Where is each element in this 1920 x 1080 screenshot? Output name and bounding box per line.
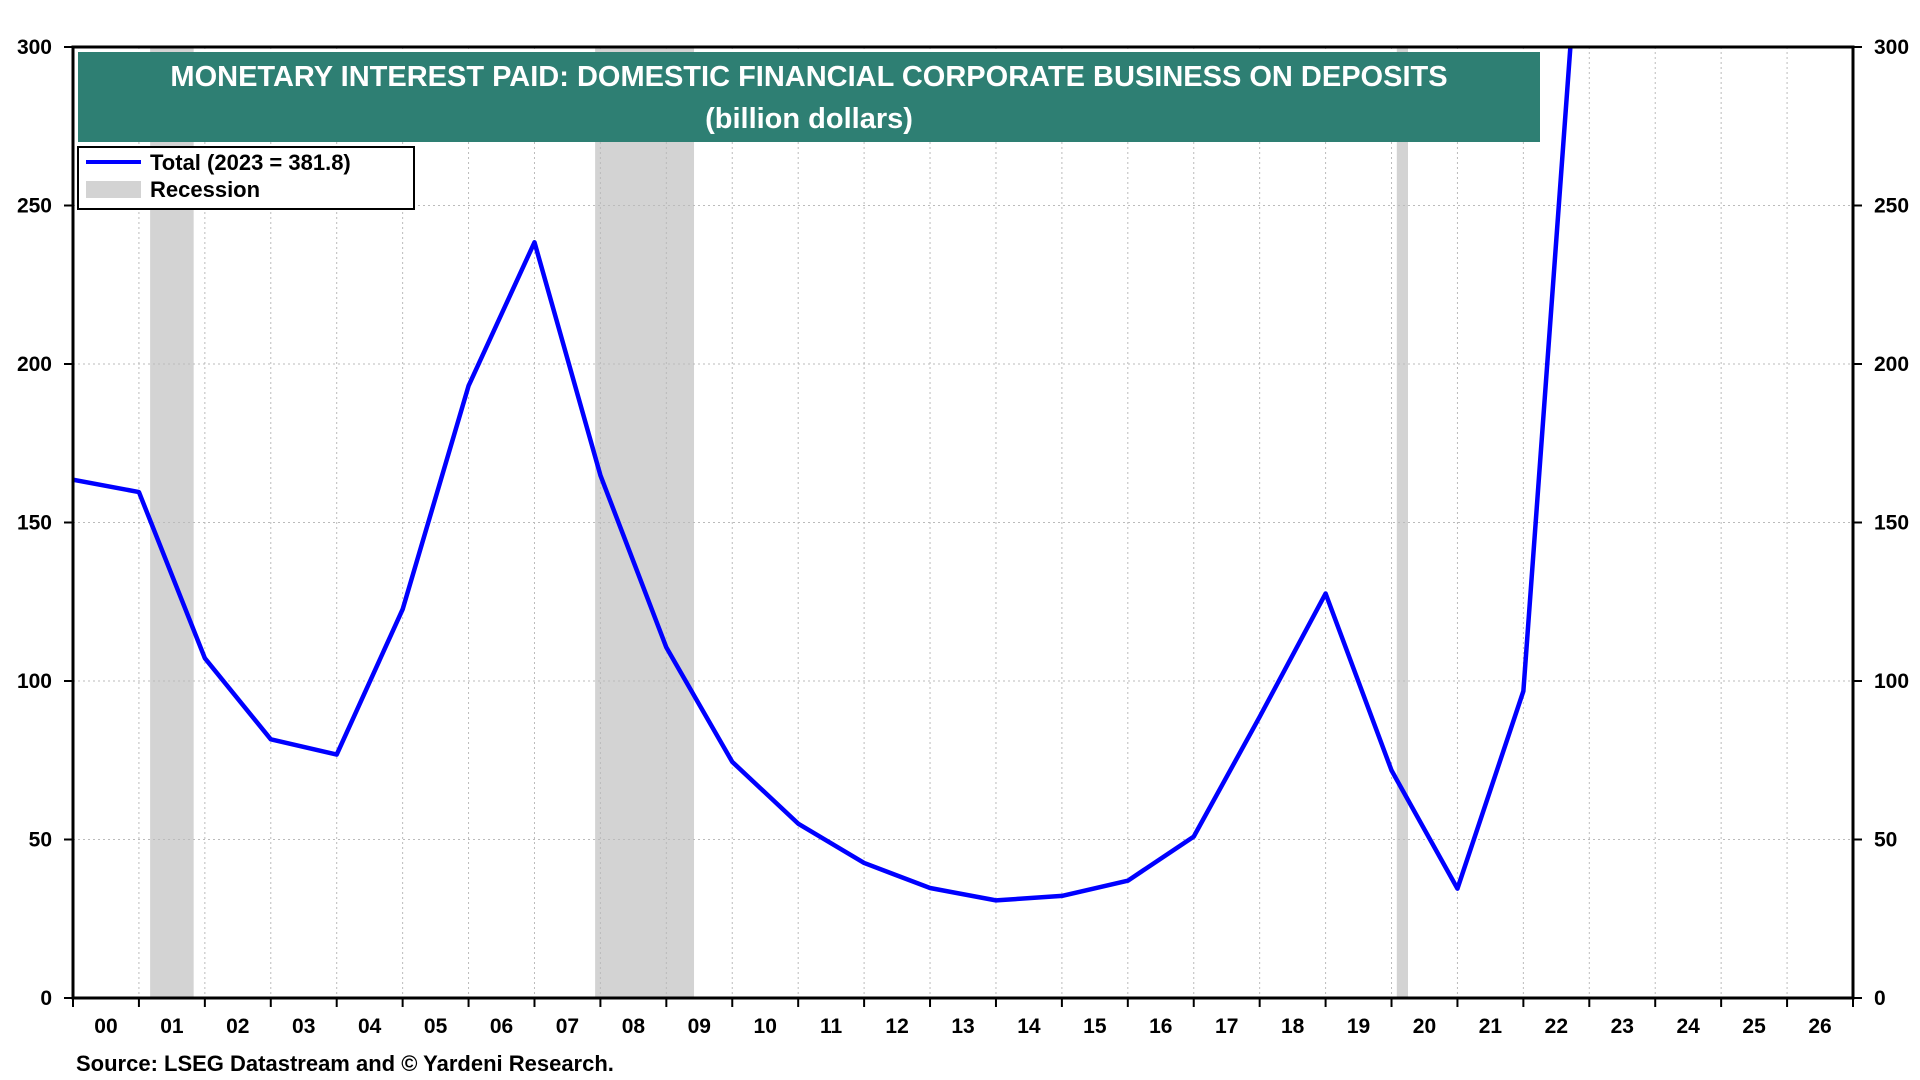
- x-tick-label: 19: [1347, 1015, 1370, 1038]
- x-tick-label: 08: [622, 1015, 646, 1038]
- title-background: [78, 52, 1540, 142]
- title-box: MONETARY INTEREST PAID: DOMESTIC FINANCI…: [78, 52, 1540, 142]
- x-tick-label: 00: [94, 1015, 117, 1038]
- x-tick-label: 15: [1083, 1015, 1107, 1038]
- y-tick-label: 0: [1874, 987, 1886, 1010]
- recession-band: [1396, 47, 1408, 998]
- x-tick-label: 05: [424, 1015, 448, 1038]
- x-tick-label: 02: [226, 1015, 249, 1038]
- x-tick-label: 10: [754, 1015, 777, 1038]
- legend: Total (2023 = 381.8) Recession: [77, 146, 415, 210]
- x-tick-label: 22: [1545, 1015, 1568, 1038]
- chart-subtitle: (billion dollars): [705, 103, 913, 135]
- x-tick-label: 11: [820, 1015, 843, 1038]
- y-tick-label: 150: [1874, 512, 1909, 535]
- y-tick-label: 100: [17, 670, 52, 693]
- x-tick-label: 20: [1413, 1015, 1436, 1038]
- x-tick-label: 16: [1149, 1015, 1172, 1038]
- y-tick-label: 300: [17, 36, 52, 59]
- source-note: Source: LSEG Datastream and © Yardeni Re…: [76, 1051, 614, 1076]
- series-line: [73, 47, 1573, 903]
- x-tick-label: 01: [160, 1015, 184, 1038]
- x-axis-labels: 00 01 02 03 04 05 06 07 08 09 10 11 12 13 14 15 16 17 18 19…: [94, 1015, 1831, 1038]
- y-axis-left-labels: 0 50 100 150 200 250 300: [17, 36, 52, 1010]
- y-tick-label: 200: [17, 353, 52, 376]
- legend-recession-label: Recession: [150, 177, 260, 202]
- axis-ticks: [64, 46, 1862, 1007]
- legend-box: [77, 146, 415, 210]
- y-tick-label: 0: [40, 987, 52, 1010]
- x-tick-label: 13: [951, 1015, 974, 1038]
- x-tick-label: 14: [1017, 1015, 1041, 1038]
- chart-title: MONETARY INTEREST PAID: DOMESTIC FINANCI…: [170, 61, 1447, 93]
- y-tick-label: 150: [17, 512, 52, 535]
- x-tick-label: 25: [1742, 1015, 1766, 1038]
- y-tick-label: 250: [17, 195, 52, 218]
- y-tick-label: 200: [1874, 353, 1909, 376]
- y-tick-label: 50: [1874, 829, 1897, 852]
- y-tick-label: 100: [1874, 670, 1909, 693]
- gridlines: [73, 47, 1853, 998]
- x-tick-label: 26: [1808, 1015, 1831, 1038]
- x-tick-label: 09: [688, 1015, 711, 1038]
- legend-series-label: Total (2023 = 381.8): [150, 150, 351, 175]
- x-tick-label: 23: [1611, 1015, 1634, 1038]
- y-axis-right-labels: 0 50 100 150 200 250 300: [1874, 36, 1909, 1010]
- legend-recession-swatch: [86, 181, 141, 198]
- y-tick-label: 300: [1874, 36, 1909, 59]
- x-tick-label: 18: [1281, 1015, 1305, 1038]
- series-lines: [73, 47, 1573, 903]
- x-tick-label: 04: [358, 1015, 382, 1038]
- x-tick-label: 12: [885, 1015, 908, 1038]
- x-tick-label: 07: [556, 1015, 579, 1038]
- x-tick-label: 17: [1215, 1015, 1238, 1038]
- y-tick-label: 50: [29, 829, 52, 852]
- x-tick-label: 21: [1479, 1015, 1503, 1038]
- x-tick-label: 06: [490, 1015, 513, 1038]
- x-tick-label: 24: [1677, 1015, 1701, 1038]
- y-tick-label: 250: [1874, 195, 1909, 218]
- x-tick-label: 03: [292, 1015, 315, 1038]
